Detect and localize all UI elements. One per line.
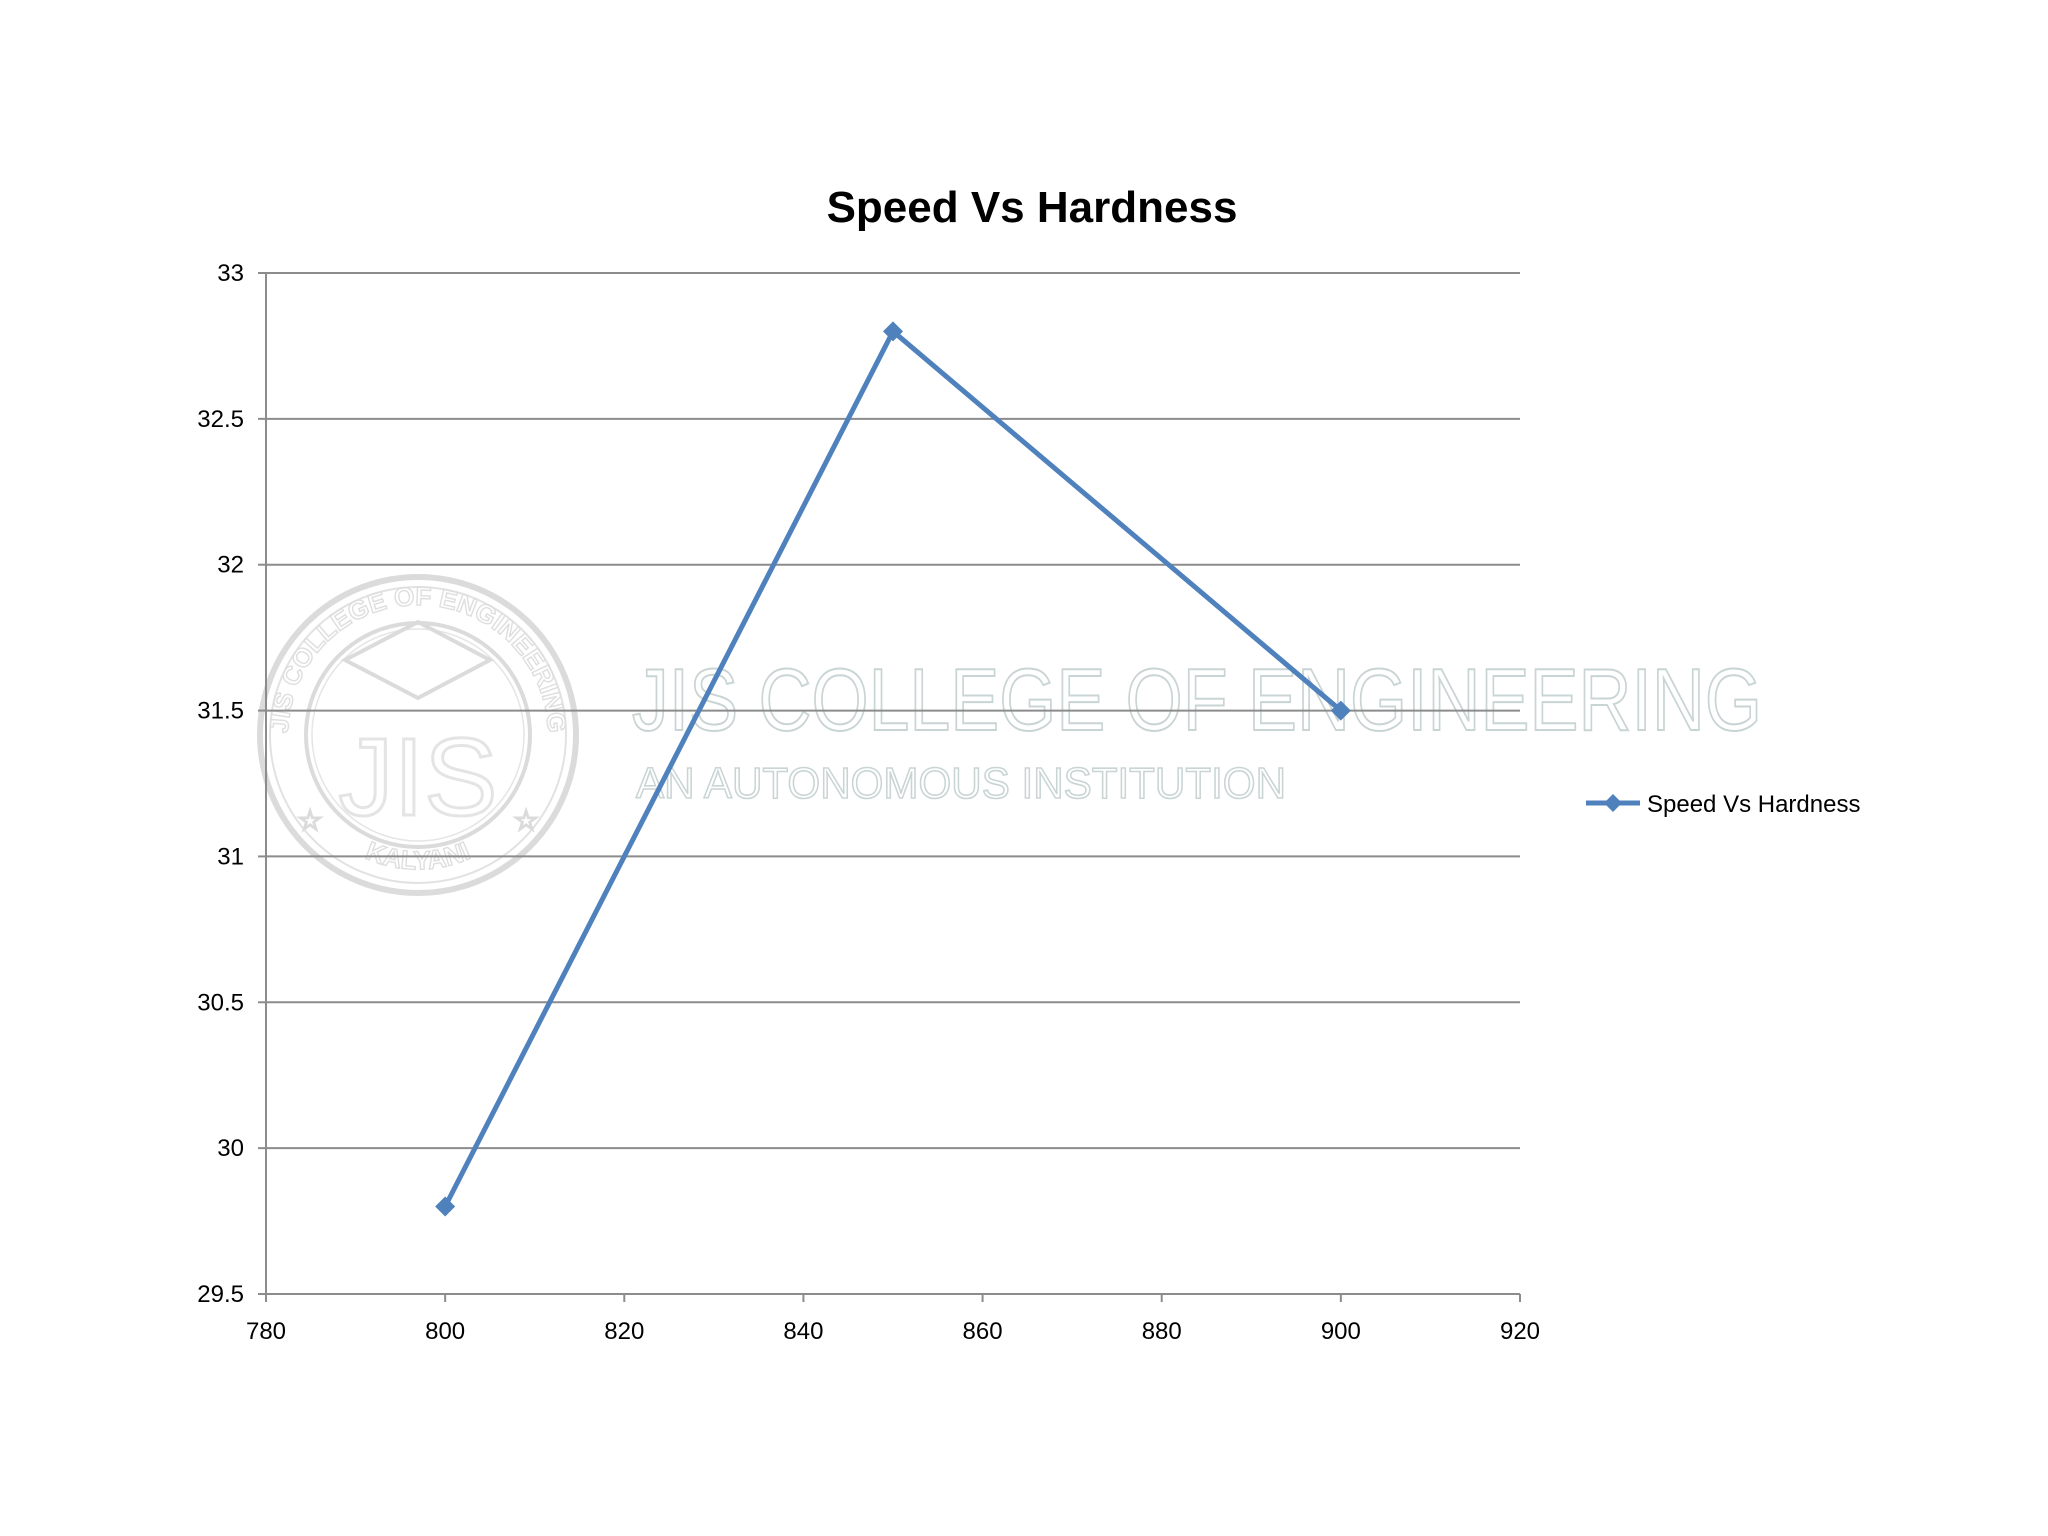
y-tick-label: 31 — [217, 843, 244, 870]
series-layer — [435, 321, 1351, 1217]
y-tick-label: 33 — [217, 260, 244, 287]
chart-title: Speed Vs Hardness — [827, 183, 1238, 232]
data-point-diamond — [435, 1196, 456, 1217]
watermark-seal: JIS COLLEGE OF ENGINEERING KALYANI JIS ☆… — [257, 574, 579, 896]
x-axis-tick-labels: 780 800 820 840 860 880 900 920 — [246, 1318, 1540, 1345]
watermark-seal-monogram: JIS — [339, 716, 498, 839]
data-point-diamond — [1330, 700, 1351, 721]
y-tick-label: 29.5 — [197, 1281, 244, 1308]
star-icon: ☆ — [513, 805, 538, 836]
x-tick-label: 840 — [783, 1318, 823, 1345]
watermark-line2: AN AUTONOMOUS INSTITUTION — [636, 759, 1286, 808]
x-tick-label: 800 — [425, 1318, 465, 1345]
legend-label: Speed Vs Hardness — [1647, 791, 1860, 818]
star-icon: ☆ — [297, 805, 322, 836]
y-tick-label: 31.5 — [197, 698, 244, 725]
x-tick-label: 820 — [604, 1318, 644, 1345]
legend-marker-diamond-icon — [1604, 794, 1622, 812]
x-tick-label: 900 — [1321, 1318, 1361, 1345]
watermark-line1: JIS COLLEGE OF ENGINEERING — [632, 650, 1762, 749]
y-tick-label: 32 — [217, 552, 244, 579]
y-axis-tick-labels: 29.5 30 30.5 31 31.5 32 32.5 33 — [197, 260, 244, 1308]
x-tick-label: 880 — [1142, 1318, 1182, 1345]
x-tick-label: 920 — [1500, 1318, 1540, 1345]
x-tick-label: 780 — [246, 1318, 286, 1345]
axes — [258, 272, 1521, 1302]
legend: Speed Vs Hardness — [1586, 791, 1860, 818]
y-tick-label: 30.5 — [197, 989, 244, 1016]
y-tick-label: 30 — [217, 1135, 244, 1162]
data-point-diamond — [883, 321, 903, 342]
y-tick-label: 32.5 — [197, 406, 244, 433]
x-tick-label: 860 — [963, 1318, 1003, 1345]
